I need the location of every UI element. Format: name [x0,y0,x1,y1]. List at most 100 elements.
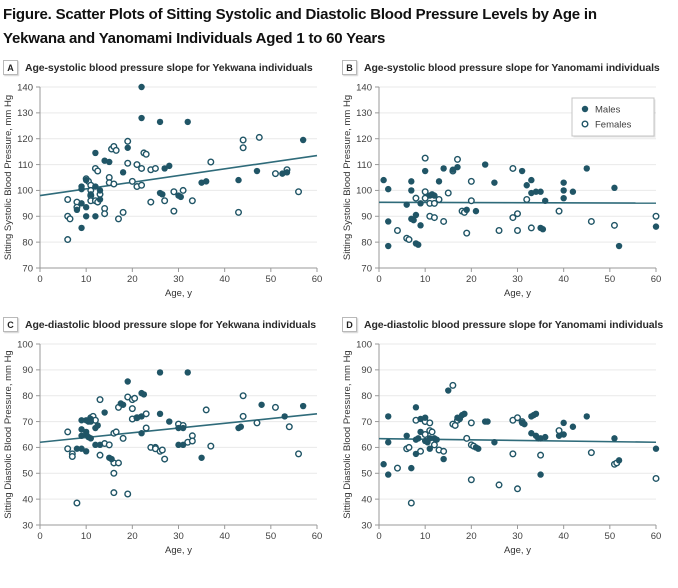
panel-b: B Age-systolic blood pressure slope for … [339,60,678,299]
data-point-female [271,170,279,178]
y-tick-label: 80 [22,237,33,248]
panel-d-title: Age-diastolic blood pressure slope for Y… [364,318,664,331]
data-point-male [179,424,187,432]
data-point-female [188,437,196,445]
y-tick-label: 100 [17,186,33,197]
data-point-male [119,401,127,408]
data-point-female [295,188,303,196]
data-point-male [96,196,104,203]
x-tick-label: 0 [376,274,381,285]
data-point-male [652,445,660,452]
x-tick-label: 60 [651,531,662,542]
data-point-female [151,164,159,172]
data-point-female [405,443,413,451]
data-point-male [159,191,166,198]
data-point-female [426,419,434,427]
x-tick-label: 20 [466,531,477,542]
data-point-female [170,188,178,196]
data-point-male [156,369,164,376]
data-point-female [68,452,76,460]
data-point-female [513,227,521,235]
y-tick-label: 70 [361,263,372,274]
data-point-male [119,169,127,176]
data-point-male [385,413,392,420]
panel-a-header: A Age-systolic blood pressure slope for … [3,60,339,75]
data-point-male [491,179,498,186]
x-tick-label: 0 [37,274,42,285]
data-point-female [405,236,413,244]
data-point-male [82,448,90,455]
legend-label-females: Females [595,119,632,130]
data-point-male [412,404,420,411]
data-point-male [537,188,544,195]
data-point-male [412,211,420,219]
data-point-female [513,485,521,493]
data-point-male [78,183,85,190]
data-point-female [161,455,169,463]
data-point-male [184,118,191,126]
data-point-male [408,178,415,185]
data-point-male [518,167,526,175]
data-point-female [430,214,438,222]
x-tick-label: 50 [605,531,616,542]
data-point-female [124,159,132,167]
y-tick-label: 110 [18,160,33,171]
data-point-male [417,428,424,436]
data-point-male [124,378,131,385]
data-point-female [112,146,120,154]
data-point-female [207,442,215,450]
x-tick-label: 0 [376,531,381,542]
data-point-male [542,433,549,441]
data-point-male [380,461,387,468]
data-point-male [532,410,540,418]
x-tick-label: 10 [420,274,431,285]
data-point-female [138,164,146,172]
data-point-male [175,424,182,432]
scatter-plot-panel-a: 70 80 90 100 110 120 130 140 0 10 20 30 40 50 60 Sittin… [3,82,322,299]
data-point-female [295,450,303,458]
y-tick-label: 50 [22,469,33,480]
data-point-female [453,155,461,163]
data-point-female [128,405,136,413]
data-point-male [426,435,433,442]
data-point-male [560,187,567,194]
data-point-male [523,182,530,189]
data-point-male [431,192,438,199]
data-point-female [393,227,401,235]
data-point-female [253,419,261,427]
panel-a-title: Age-systolic blood pressure slope for Ye… [25,61,313,74]
panel-b-title: Age-systolic blood pressure slope for Ya… [364,61,660,74]
data-point-male [410,216,417,224]
data-point-female [513,414,521,422]
data-point-male [421,167,429,175]
y-tick-label: 80 [361,391,372,402]
data-point-female [202,406,210,414]
data-point-female [64,195,72,203]
data-point-male [521,420,528,428]
data-point-male [415,435,422,442]
data-point-male [138,413,145,420]
data-point-male [440,455,447,463]
data-point-female [467,419,475,427]
data-point-female [128,177,136,185]
data-point-male [542,197,549,204]
x-tick-label: 40 [219,274,230,285]
data-point-female [142,150,150,158]
x-tick-label: 50 [605,274,616,285]
data-point-female [158,446,166,454]
data-point-male [560,431,567,438]
data-point-male [560,194,567,202]
y-tick-label: 120 [356,134,372,145]
data-point-female [239,412,247,420]
data-point-female [444,189,452,197]
data-point-female [463,229,471,237]
legend-marker-males [581,105,589,113]
data-point-male [481,161,489,168]
data-point-male [403,201,410,208]
data-point-female [105,441,113,449]
x-tick-label: 40 [219,531,230,542]
data-point-female [239,136,247,144]
data-point-female [430,441,438,449]
data-point-male [385,242,392,250]
data-point-female [133,161,141,169]
